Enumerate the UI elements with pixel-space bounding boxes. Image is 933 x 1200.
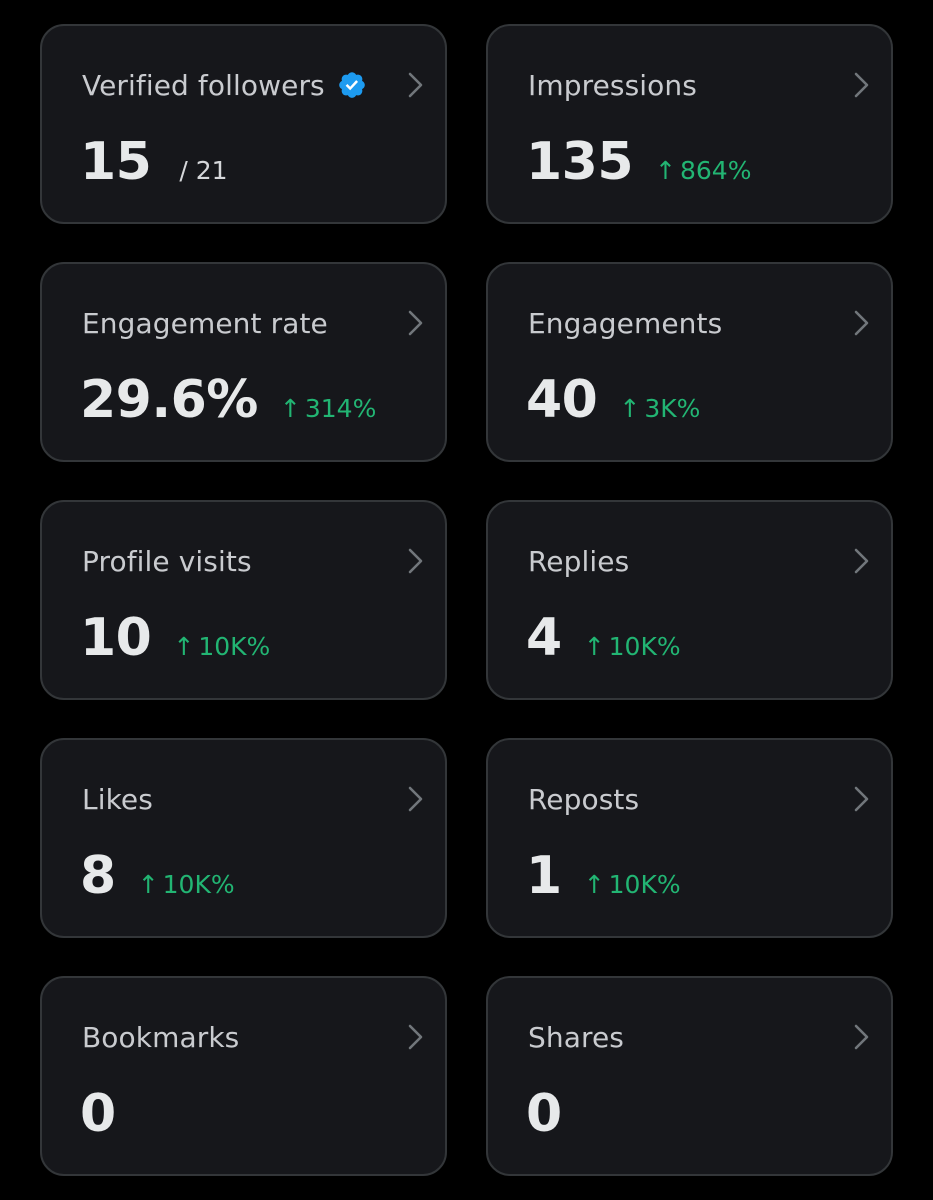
- card-title: Likes: [82, 782, 153, 816]
- chevron-right-icon[interactable]: [851, 70, 873, 100]
- card-delta-value: 10K%: [608, 870, 681, 899]
- card-value: 1: [526, 846, 562, 906]
- card-title: Bookmarks: [82, 1020, 240, 1054]
- card-delta: ↑ 10K%: [138, 870, 235, 899]
- arrow-up-icon: ↑: [619, 394, 641, 423]
- arrow-up-icon: ↑: [137, 870, 159, 899]
- card-value: 40: [526, 370, 598, 430]
- metric-card-reposts[interactable]: Reposts 1 ↑ 10K%: [486, 738, 893, 938]
- card-value-row: 0: [80, 1084, 116, 1144]
- card-delta: ↑ 10K%: [173, 632, 270, 661]
- card-delta-value: 10K%: [162, 870, 235, 899]
- card-value: 0: [80, 1084, 116, 1144]
- card-value: 10: [80, 608, 152, 668]
- chevron-right-icon[interactable]: [405, 784, 427, 814]
- metric-card-profile-visits[interactable]: Profile visits 10 ↑ 10K%: [40, 500, 447, 700]
- card-delta-value: 10K%: [608, 632, 681, 661]
- card-value: 8: [80, 846, 116, 906]
- arrow-up-icon: ↑: [279, 394, 301, 423]
- card-value: 4: [526, 608, 562, 668]
- card-delta: ↑ 10K%: [584, 870, 681, 899]
- metric-card-engagements[interactable]: Engagements 40 ↑ 3K%: [486, 262, 893, 462]
- card-delta-value: 314%: [304, 394, 377, 423]
- arrow-up-icon: ↑: [583, 870, 605, 899]
- metric-card-shares[interactable]: Shares 0: [486, 976, 893, 1176]
- card-value-row: 0: [526, 1084, 562, 1144]
- card-value: 29.6%: [80, 370, 258, 430]
- card-title: Reposts: [528, 782, 640, 816]
- card-title: Engagements: [528, 306, 723, 340]
- metrics-grid: Verified followers 15 / 21 Impressions 1…: [40, 24, 893, 1176]
- card-title: Shares: [528, 1020, 624, 1054]
- arrow-up-icon: ↑: [583, 632, 605, 661]
- card-value-row: 29.6% ↑ 314%: [80, 370, 376, 430]
- arrow-up-icon: ↑: [173, 632, 195, 661]
- chevron-right-icon[interactable]: [851, 546, 873, 576]
- chevron-right-icon[interactable]: [405, 546, 427, 576]
- metric-card-replies[interactable]: Replies 4 ↑ 10K%: [486, 500, 893, 700]
- card-title-row: Replies: [528, 542, 629, 580]
- card-value-row: 40 ↑ 3K%: [526, 370, 700, 430]
- card-delta: ↑ 314%: [280, 394, 376, 423]
- chevron-right-icon[interactable]: [405, 308, 427, 338]
- card-title-row: Bookmarks: [82, 1018, 239, 1056]
- verified-badge-icon: [337, 70, 367, 100]
- chevron-right-icon[interactable]: [851, 784, 873, 814]
- card-title: Profile visits: [82, 544, 252, 578]
- chevron-right-icon[interactable]: [405, 70, 427, 100]
- metric-card-impressions[interactable]: Impressions 135 ↑ 864%: [486, 24, 893, 224]
- card-title: Engagement rate: [82, 306, 328, 340]
- card-title-row: Engagements: [528, 304, 722, 342]
- card-title-row: Engagement rate: [82, 304, 328, 342]
- card-value: 0: [526, 1084, 562, 1144]
- card-delta-value: 864%: [680, 156, 752, 185]
- card-value-row: 8 ↑ 10K%: [80, 846, 235, 906]
- card-value-row: 1 ↑ 10K%: [526, 846, 681, 906]
- metric-card-verified-followers[interactable]: Verified followers 15 / 21: [40, 24, 447, 224]
- card-title-row: Reposts: [528, 780, 639, 818]
- chevron-right-icon[interactable]: [851, 308, 873, 338]
- metric-card-engagement-rate[interactable]: Engagement rate 29.6% ↑ 314%: [40, 262, 447, 462]
- card-value-row: 4 ↑ 10K%: [526, 608, 681, 668]
- card-value-row: 15 / 21: [80, 132, 228, 192]
- card-title: Impressions: [528, 68, 697, 102]
- metric-card-likes[interactable]: Likes 8 ↑ 10K%: [40, 738, 447, 938]
- card-delta-value: 10K%: [198, 632, 271, 661]
- card-title-row: Shares: [528, 1018, 624, 1056]
- card-title-row: Impressions: [528, 66, 697, 104]
- arrow-up-icon: ↑: [655, 156, 676, 185]
- card-total: / 21: [179, 156, 228, 185]
- metric-card-bookmarks[interactable]: Bookmarks 0: [40, 976, 447, 1176]
- card-delta: ↑ 864%: [655, 156, 751, 185]
- card-delta: ↑ 10K%: [584, 632, 681, 661]
- card-title: Verified followers: [82, 68, 325, 102]
- chevron-right-icon[interactable]: [851, 1022, 873, 1052]
- card-value: 15: [80, 132, 152, 192]
- card-title-row: Verified followers: [82, 66, 367, 104]
- card-delta-value: 3K%: [644, 394, 701, 423]
- card-delta: ↑ 3K%: [619, 394, 700, 423]
- card-value: 135: [526, 132, 634, 192]
- card-title: Replies: [528, 544, 630, 578]
- chevron-right-icon[interactable]: [405, 1022, 427, 1052]
- card-title-row: Profile visits: [82, 542, 252, 580]
- card-title-row: Likes: [82, 780, 153, 818]
- card-value-row: 135 ↑ 864%: [526, 132, 751, 192]
- card-value-row: 10 ↑ 10K%: [80, 608, 270, 668]
